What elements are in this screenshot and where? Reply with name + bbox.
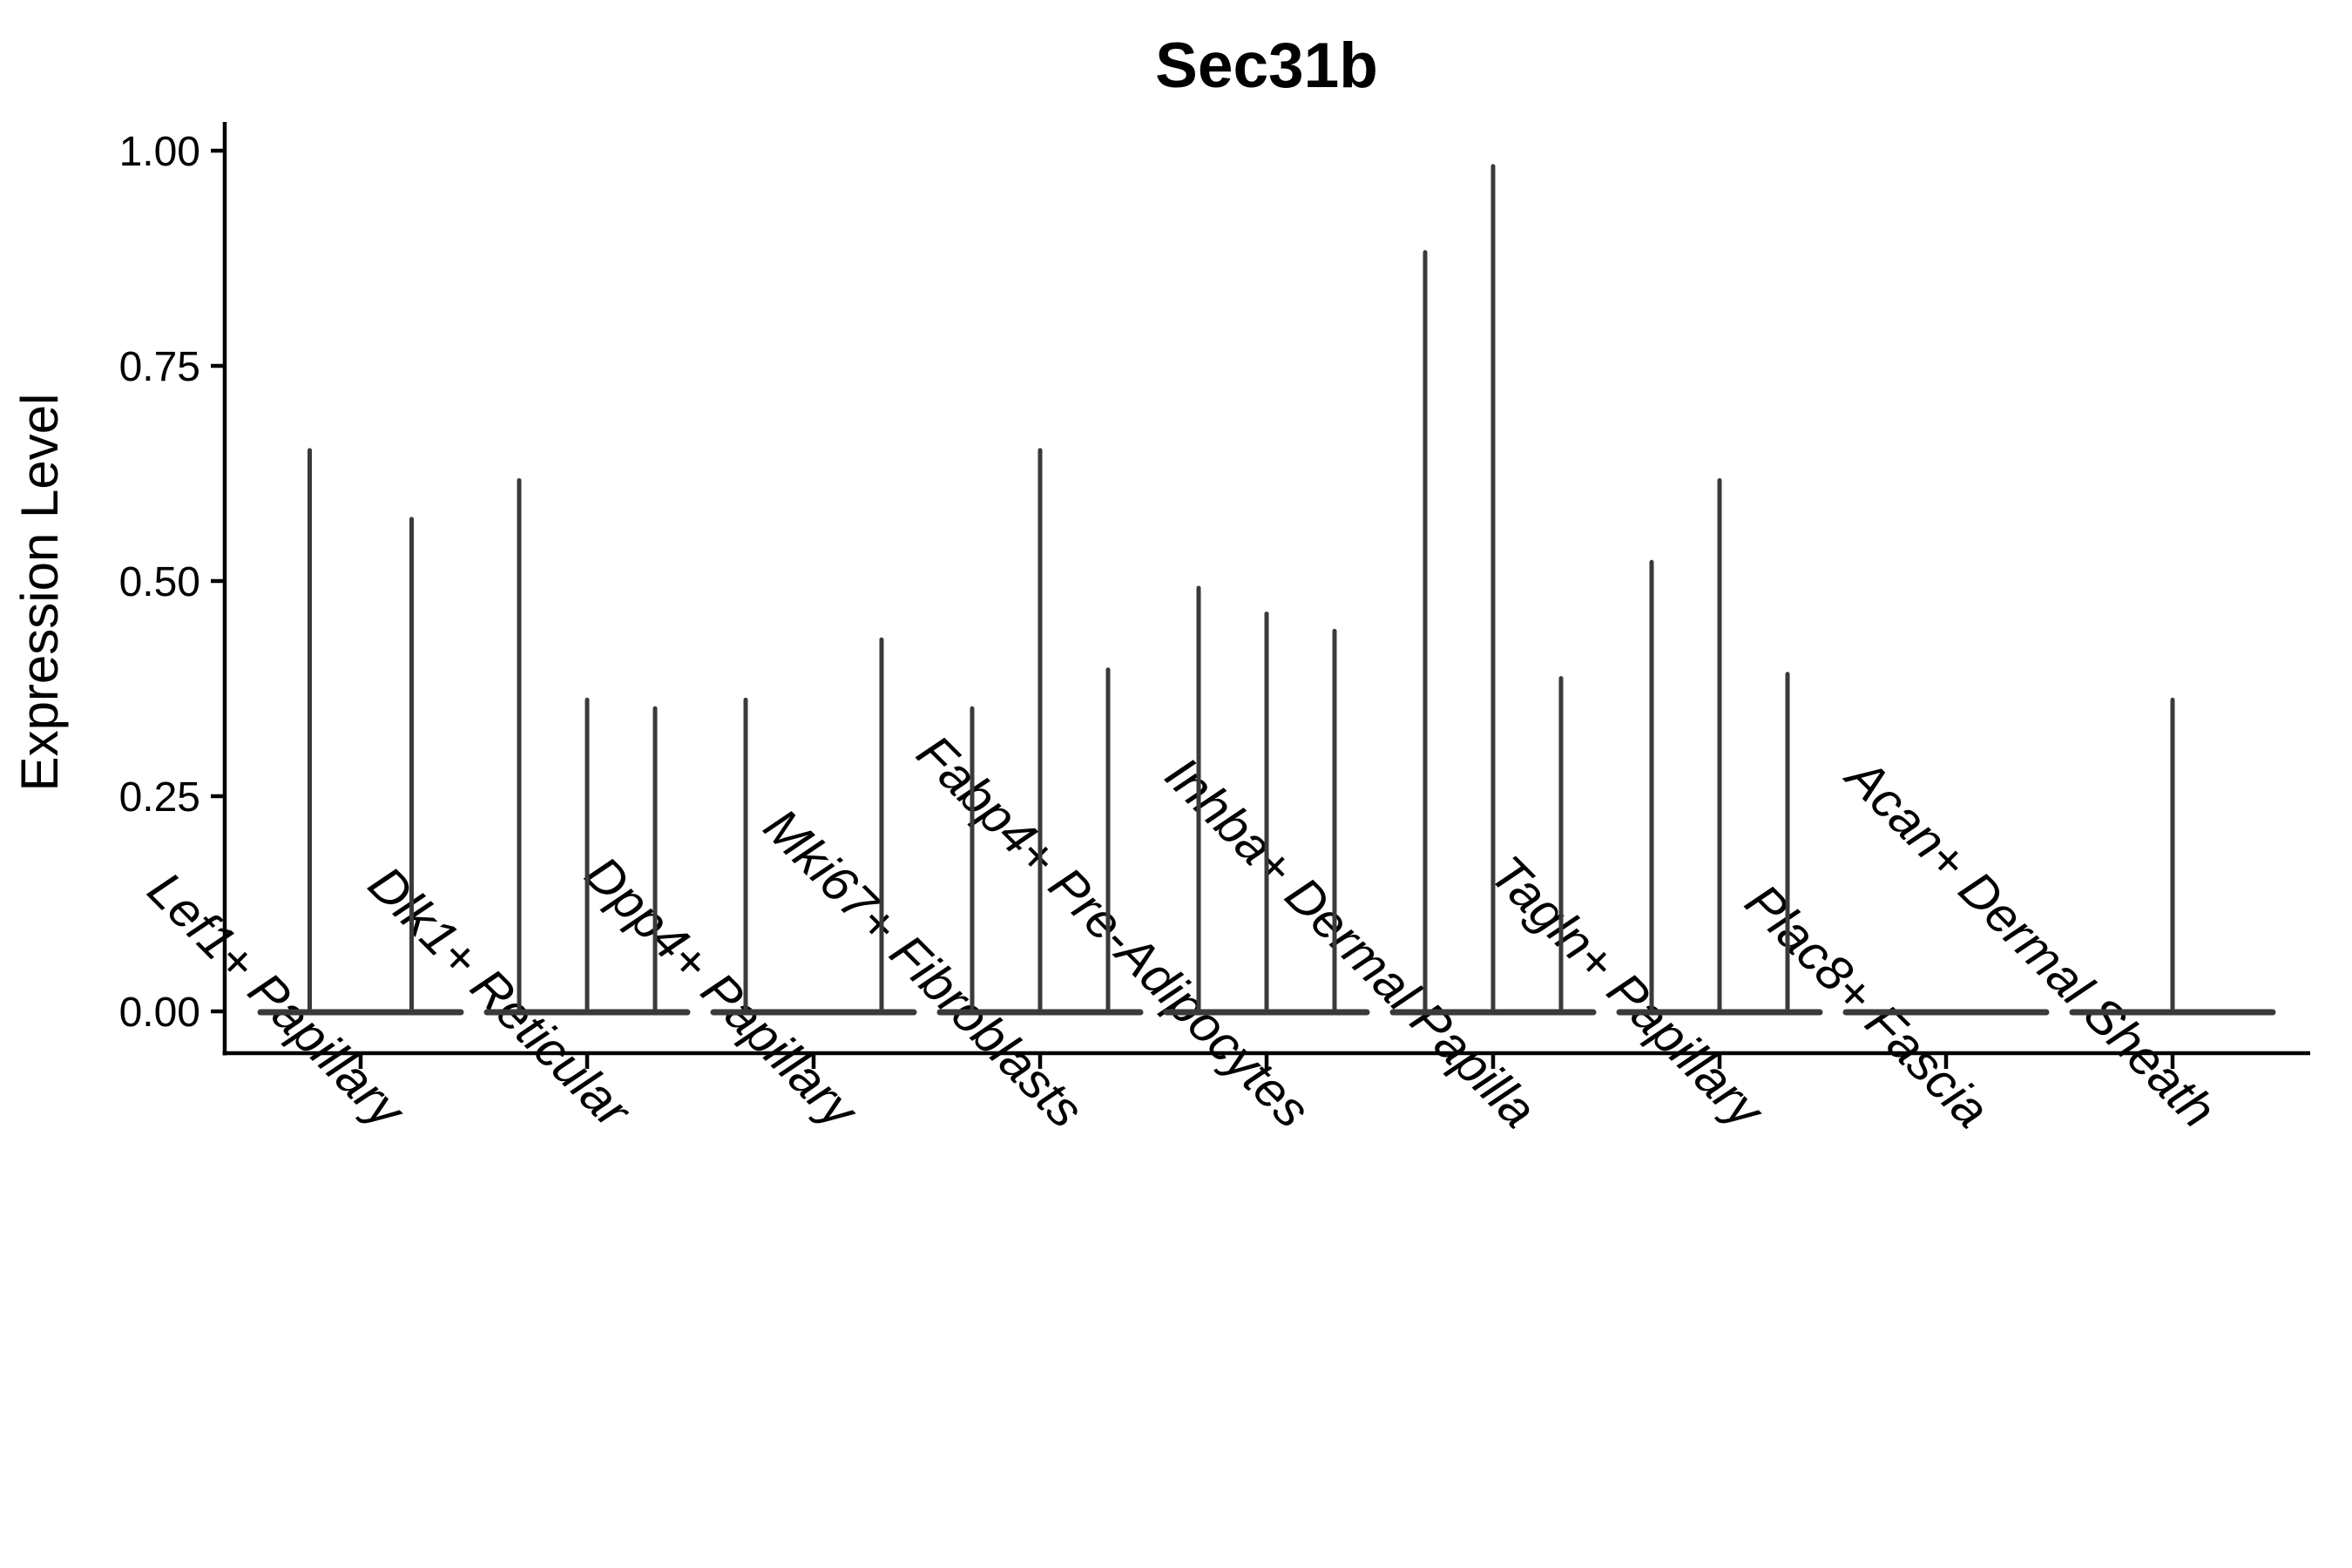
violins	[257, 164, 2276, 1016]
violin	[483, 477, 691, 1016]
x-tick-label: Inhba+ Dermal Papilla	[1154, 747, 1547, 1139]
violin	[2069, 697, 2276, 1016]
chart-title: Sec31b	[1155, 30, 1378, 101]
violin	[936, 448, 1144, 1016]
y-tick-label: 1.00	[119, 129, 200, 175]
violin	[257, 448, 464, 1016]
violin	[1389, 164, 1597, 1016]
y-tick-label: 0.25	[119, 774, 200, 821]
violin	[1616, 477, 1823, 1016]
y-axis-title: Expression Level	[10, 394, 69, 792]
violin	[710, 637, 917, 1016]
violin	[1163, 585, 1370, 1016]
x-tick-label: Plac8+ Fascia	[1734, 873, 2000, 1139]
y-tick-label: 0.75	[119, 344, 200, 390]
y-tick-label: 0.50	[119, 559, 200, 605]
y-tick-label: 0.00	[119, 990, 200, 1036]
x-tick-label: Fabp4+ Pre-Adipocytes	[906, 724, 1321, 1139]
x-tick-label: Acan+ Dermal Sheath	[1834, 747, 2226, 1139]
